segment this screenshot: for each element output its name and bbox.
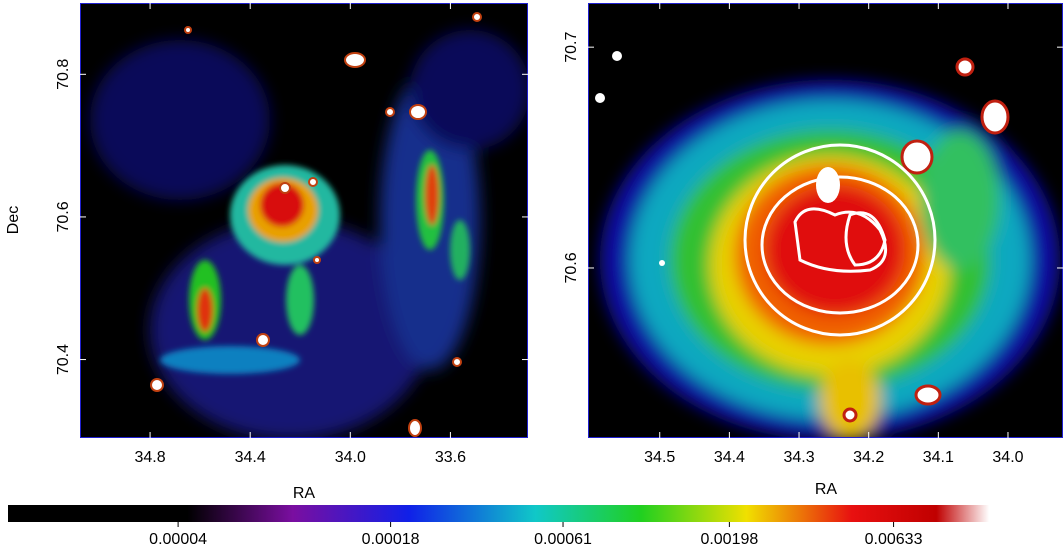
colorbar-tick-label: 0.00198 [700, 531, 758, 548]
x-tick-label: 34.3 [783, 449, 814, 466]
x-tick-label: 34.8 [135, 449, 166, 466]
y-tick-label: 70.6 [563, 252, 580, 283]
y-tick-label: 70.4 [55, 344, 72, 375]
y-tick-label: 70.7 [563, 31, 580, 62]
y-tick-label: 70.6 [55, 201, 72, 232]
x-tick-label: 34.5 [644, 449, 675, 466]
y-tick-label: 70.8 [55, 59, 72, 90]
colorbar-tick-label: 0.00633 [865, 531, 923, 548]
x-axis-label: RA [293, 485, 316, 502]
colorbar [8, 505, 1063, 522]
x-tick-label: 34.1 [923, 449, 954, 466]
x-tick-label: 33.6 [435, 449, 466, 466]
x-tick-label: 34.0 [992, 449, 1023, 466]
figure: Dec RA RA 34.8 34.4 34.0 33.6 70.4 70.6 70.8 34… [0, 0, 1063, 552]
image-right [588, 3, 1063, 440]
x-tick-label: 34.4 [714, 449, 745, 466]
colorbar-tick-label: 0.00061 [534, 531, 592, 548]
x-tick-label: 34.2 [853, 449, 884, 466]
x-axis-label: RA [815, 481, 838, 498]
x-tick-label: 34.4 [235, 449, 266, 466]
x-tick-label: 34.0 [335, 449, 366, 466]
y-axis-label: Dec [5, 206, 22, 234]
colorbar-tick-label: 0.00004 [149, 531, 207, 548]
image-left [80, 3, 530, 440]
colorbar-tick-label: 0.00018 [362, 531, 420, 548]
